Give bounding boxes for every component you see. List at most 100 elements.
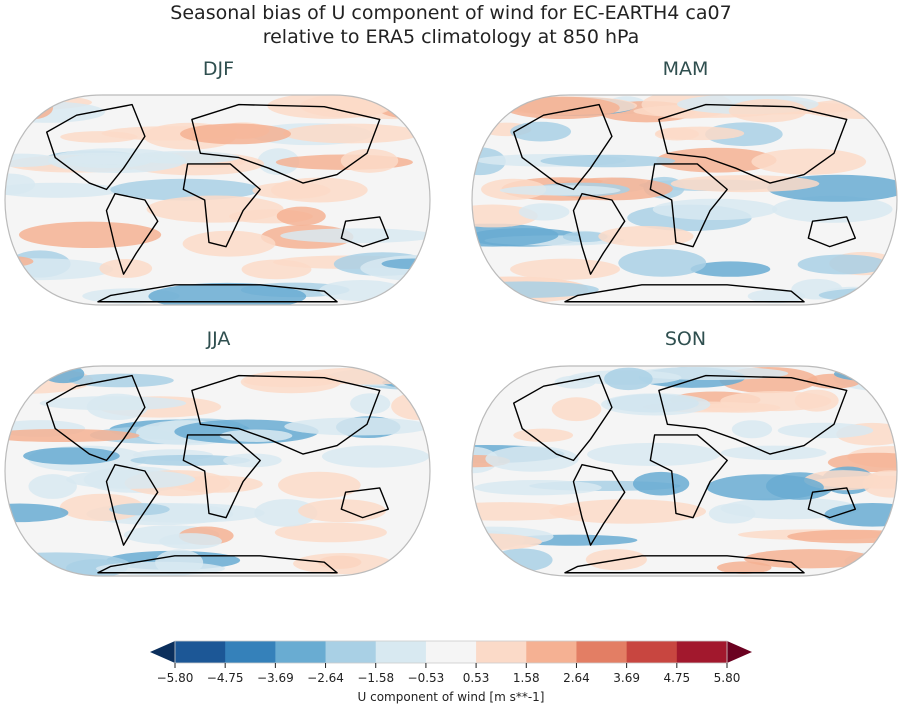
bias-contour [18,221,162,248]
bias-contour [254,499,318,527]
figure-title-line1: Seasonal bias of U component of wind for… [170,2,732,24]
bias-contour [485,446,579,472]
bias-contour [549,499,707,524]
map-border [471,94,898,306]
bias-contour [655,126,745,141]
bias-contour [4,258,114,281]
bias-contour [861,551,897,573]
bias-contour [499,185,621,196]
bias-contour [350,393,391,415]
colorbar-over-arrow [727,641,752,663]
colorbar-segment [175,641,226,663]
bias-contour [252,182,331,199]
map-border [4,365,431,577]
bias-contour [66,470,196,489]
colorbar-segment [375,641,427,663]
bias-contour [274,522,387,543]
colorbar-segment [425,641,477,663]
bias-contour [159,533,222,550]
bias-contour [706,474,824,501]
bias-contour [562,231,608,243]
bias-contour [276,206,326,226]
coastline [513,374,613,462]
bias-contour [130,454,251,466]
panel-title-jja: JJA [206,328,231,350]
bias-contour [618,249,707,277]
bias-contour [744,549,875,569]
bias-contour [280,228,430,244]
map-son [471,365,898,577]
bias-contour [632,471,690,496]
map-djf [4,94,431,306]
coastline [340,487,389,519]
coastline [564,555,805,574]
colorbar-tick-label: 0.53 [462,671,490,685]
colorbar-tick-label: 2.64 [563,671,590,685]
colorbar-tick-label: −3.69 [256,671,294,685]
map-mam [471,94,898,306]
bias-contour [95,561,225,576]
bias-contour [298,499,387,523]
bias-contour [471,204,538,228]
bias-contour [518,203,570,221]
bias-contour [751,148,867,175]
colorbar-label: U component of wind [m s**-1] [357,690,545,704]
bias-contour [731,420,773,439]
coastline [658,103,848,184]
bias-contour [284,417,430,436]
bias-contour [656,147,777,173]
map-border [471,365,898,577]
bias-contour [223,453,282,468]
bias-contour [797,254,888,275]
bias-contour [510,258,620,280]
bias-contour [513,428,574,442]
coastline [658,374,848,455]
bias-contour [670,175,820,193]
coastline [807,216,856,248]
coastline [97,284,338,303]
bias-contour [86,393,149,421]
bias-contour [23,447,120,465]
colorbar-segment [275,641,327,663]
bias-contour [267,95,391,119]
bias-contour [293,552,393,575]
bias-contour [728,99,808,123]
bias-contour [182,230,276,257]
bias-contour [4,429,140,443]
bias-contour [4,173,36,196]
bias-contour [219,429,293,442]
coastline [182,163,261,248]
colorbar-segment [325,641,377,663]
panel-title-son: SON [664,328,707,350]
coastline [105,192,159,275]
bias-contour [28,474,77,499]
bias-contour [604,367,653,391]
colorbar [150,640,752,668]
bias-contour [282,123,421,144]
bias-contour [180,123,292,145]
bias-contour [148,282,307,305]
coastline [649,163,728,248]
bias-contour [690,261,771,277]
coastline [182,434,261,519]
coastline [97,555,338,574]
bias-contour [109,503,170,516]
bias-contour [10,96,54,120]
colorbar-tick-label: 4.75 [663,671,691,685]
colorbar-segment [626,641,678,663]
bias-contour [504,96,620,120]
bias-contour [4,503,69,523]
bias-contour [806,373,861,389]
bias-contour [340,148,399,173]
coastline [572,192,626,275]
colorbar-tick-label: 1.58 [512,671,540,685]
bias-contour [708,503,756,524]
bias-contour [471,223,559,247]
figure-title-line2: relative to ERA5 climatology at 850 hPa [262,26,640,48]
coastline [46,374,146,462]
colorbar-segment [526,641,577,663]
coastline [105,463,159,546]
colorbar-segment [676,641,728,663]
coastline [572,463,626,546]
